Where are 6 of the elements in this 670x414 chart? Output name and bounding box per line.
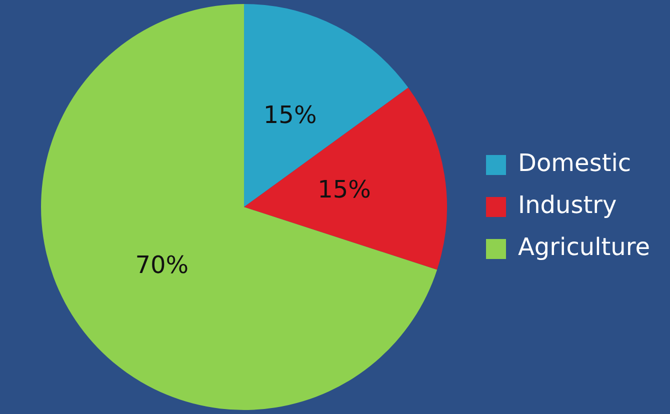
legend-label: Agriculture	[518, 233, 650, 262]
data-label: 15%	[263, 100, 317, 129]
data-label: 15%	[318, 175, 371, 204]
legend-label: Industry	[518, 191, 617, 220]
data-label: 70%	[135, 250, 189, 279]
legend-label: Domestic	[518, 149, 632, 178]
